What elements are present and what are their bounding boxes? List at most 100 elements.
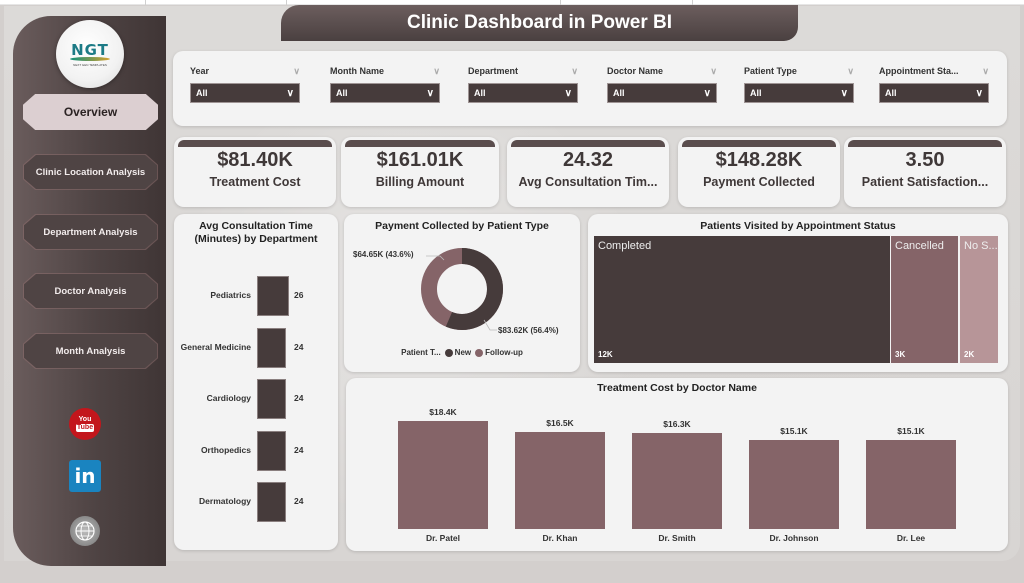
bar[interactable] [257, 379, 286, 419]
data-label: 24 [294, 496, 304, 506]
legend-item-new[interactable]: New [444, 348, 471, 357]
treemap-tile-no-show[interactable]: No S... 2K [960, 236, 998, 363]
chevron-down-icon[interactable]: ∨ [982, 65, 989, 76]
chart-payment-by-patient-type[interactable]: Payment Collected by Patient Type $64.65… [344, 214, 580, 372]
bar[interactable] [398, 421, 488, 529]
slicer-dropdown[interactable]: All ∨ [330, 83, 440, 103]
bar[interactable] [257, 482, 286, 522]
category-label: Dr. Smith [658, 533, 696, 543]
nav-label: Overview [63, 105, 118, 119]
kpi-label: Patient Satisfaction... [861, 175, 989, 189]
bar[interactable] [866, 440, 956, 529]
data-label: 26 [294, 290, 304, 300]
bar[interactable] [632, 433, 722, 529]
chevron-down-icon[interactable]: ∨ [847, 65, 854, 76]
kpi-value: 24.32 [562, 149, 614, 171]
bar[interactable] [257, 328, 286, 368]
category-label: Dr. Patel [425, 533, 461, 543]
bar-column[interactable]: $18.4K Dr. Patel [398, 378, 488, 551]
data-label: $15.1K [780, 426, 808, 436]
legend-title: Patient T... [401, 348, 441, 357]
logo-tagline: NEXT GEN TEMPLATES [73, 63, 107, 67]
data-label: $15.1K [897, 426, 925, 436]
nav-doctor-analysis-button[interactable]: Doctor Analysis [23, 273, 158, 309]
legend-dot-icon [475, 348, 484, 357]
chart-patients-by-appointment-status[interactable]: Patients Visited by Appointment Status C… [588, 214, 1008, 372]
chart-treatment-cost-by-doctor[interactable]: Treatment Cost by Doctor Name $18.4K Dr.… [346, 378, 1008, 551]
chart-legend: Patient T... New Follow-up [344, 348, 580, 357]
chart-title: Treatment Cost by Doctor Name [597, 382, 757, 394]
bar-column[interactable]: $15.1K Dr. Lee [866, 378, 956, 551]
nav-overview-button[interactable]: Overview [23, 94, 158, 130]
bar-row[interactable]: General Medicine 24 [174, 328, 338, 368]
nav-label: Clinic Location Analysis [35, 166, 146, 178]
data-label: 24 [294, 342, 304, 352]
treemap-tile-cancelled[interactable]: Cancelled 3K [891, 236, 958, 363]
legend-dot-icon [444, 348, 453, 357]
slicer-label: Department [468, 66, 519, 76]
slicer-month-name[interactable]: Month Name ∨ All ∨ [330, 64, 440, 103]
legend-item-follow-up[interactable]: Follow-up [475, 348, 523, 357]
bar-column[interactable]: $16.5K Dr. Khan [515, 378, 605, 551]
slicer-year[interactable]: Year ∨ All ∨ [190, 64, 300, 103]
slicer-dropdown[interactable]: All ∨ [744, 83, 854, 103]
bar-column[interactable]: $15.1K Dr. Johnson [749, 378, 839, 551]
kpi-label: Billing Amount [375, 175, 465, 189]
chevron-down-icon[interactable]: ∨ [571, 65, 578, 76]
chevron-down-icon: ∨ [286, 87, 294, 99]
bar-row[interactable]: Cardiology 24 [174, 379, 338, 419]
slicer-patient-type[interactable]: Patient Type ∨ All ∨ [744, 64, 854, 103]
category-label: Dermatology [199, 496, 251, 506]
tile-value: 2K [964, 350, 975, 359]
logo-swoosh-icon [70, 57, 110, 61]
nav-clinic-location-analysis-button[interactable]: Clinic Location Analysis [23, 154, 158, 190]
globe-icon [75, 521, 95, 541]
nav-department-analysis-button[interactable]: Department Analysis [23, 214, 158, 250]
logo-text: NGT [71, 41, 109, 59]
bar-row[interactable]: Dermatology 24 [174, 482, 338, 522]
chevron-down-icon[interactable]: ∨ [293, 65, 300, 76]
bar[interactable] [749, 440, 839, 529]
slicer-dropdown[interactable]: All ∨ [468, 83, 578, 103]
kpi-label: Treatment Cost [209, 175, 301, 189]
bar-row[interactable]: Orthopedics 24 [174, 431, 338, 471]
slicer-dropdown[interactable]: All ∨ [879, 83, 989, 103]
bar-column[interactable]: $16.3K Dr. Smith [632, 378, 722, 551]
tile-label: No S... [964, 240, 998, 252]
nav-label: Department Analysis [43, 226, 138, 238]
treemap-tile-completed[interactable]: Completed 12K [594, 236, 890, 363]
slicer-dropdown[interactable]: All ∨ [190, 83, 300, 103]
linkedin-icon[interactable]: in [69, 460, 101, 492]
slicer-department[interactable]: Department ∨ All ∨ [468, 64, 578, 103]
donut-chart[interactable] [420, 247, 504, 331]
nav-label: Doctor Analysis [54, 285, 127, 297]
category-label: Dr. Lee [896, 533, 926, 543]
chart-avg-consultation-by-department[interactable]: Avg Consultation Time (Minutes) by Depar… [174, 214, 338, 550]
bar[interactable] [257, 276, 289, 316]
tile-value: 12K [598, 350, 613, 359]
chevron-down-icon[interactable]: ∨ [433, 65, 440, 76]
bar[interactable] [257, 431, 286, 471]
donut-slice-new[interactable] [421, 248, 503, 330]
chevron-down-icon[interactable]: ∨ [710, 65, 717, 76]
chevron-down-icon: ∨ [975, 87, 983, 99]
bar[interactable] [515, 432, 605, 529]
slicer-label: Year [190, 66, 210, 76]
globe-www-icon[interactable] [70, 516, 100, 546]
slicer-appointment-status[interactable]: Appointment Sta... ∨ All ∨ [879, 64, 989, 103]
tile-label: Cancelled [895, 240, 944, 252]
slicer-doctor-name[interactable]: Doctor Name ∨ All ∨ [607, 64, 717, 103]
data-label: 24 [294, 393, 304, 403]
nav-month-analysis-button[interactable]: Month Analysis [23, 333, 158, 369]
data-label: $16.5K [546, 418, 574, 428]
slicer-dropdown[interactable]: All ∨ [607, 83, 717, 103]
youtube-icon[interactable]: You Tube [69, 408, 101, 440]
bar-row[interactable]: Pediatrics 26 [174, 276, 338, 316]
category-label: Orthopedics [200, 445, 251, 455]
donut-leader-lines [426, 255, 497, 331]
donut-data-label: $64.65K (43.6%) [353, 250, 414, 259]
slicer-label: Doctor Name [607, 66, 664, 76]
slicer-label: Month Name [330, 66, 384, 76]
kpi-value: 3.50 [905, 149, 945, 171]
chevron-down-icon: ∨ [840, 87, 848, 99]
